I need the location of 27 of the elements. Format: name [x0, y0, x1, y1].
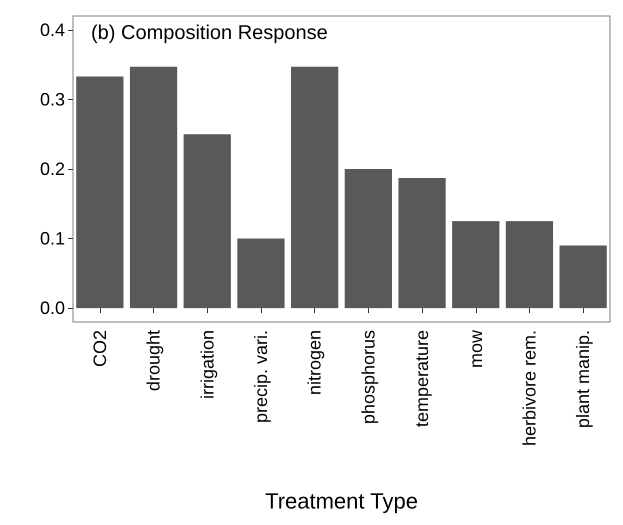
x-tick-label: plant manip. [573, 330, 594, 428]
bar [76, 76, 124, 308]
bar [130, 66, 178, 308]
bar [398, 178, 446, 308]
x-tick-label: mow [466, 329, 486, 368]
x-tick-label: drought [144, 330, 164, 392]
y-tick-label: 0.2 [40, 159, 65, 179]
bar [560, 246, 607, 308]
y-tick-label: 0.1 [40, 228, 65, 249]
x-tick-label: temperature [412, 330, 432, 428]
chart-title: (b) Composition Response [91, 22, 328, 44]
bar [344, 169, 392, 308]
bar [506, 221, 554, 308]
x-tick-label: phosphorus [358, 330, 378, 424]
x-tick-label: irrigation [197, 330, 218, 400]
x-tick-label: CO2 [90, 330, 110, 368]
bar [237, 238, 285, 308]
x-tick-label: nitrogen [304, 330, 325, 396]
y-tick-label: 0.3 [40, 89, 65, 110]
bar [291, 66, 338, 308]
x-tick-label: precip. vari. [250, 330, 271, 424]
bar [184, 134, 231, 308]
x-axis-title: Treatment Type [265, 488, 418, 514]
y-tick-label: 0.0 [40, 298, 65, 318]
bar [452, 221, 500, 308]
y-tick-label: 0.4 [40, 20, 65, 40]
x-tick-label: herbivore rem. [519, 330, 540, 446]
